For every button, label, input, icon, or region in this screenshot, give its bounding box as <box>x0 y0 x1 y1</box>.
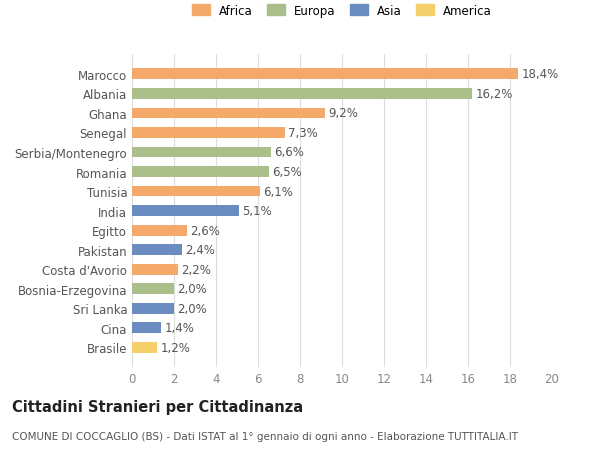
Text: 6,5%: 6,5% <box>272 166 301 179</box>
Bar <box>132 69 518 80</box>
Text: 1,4%: 1,4% <box>164 322 194 335</box>
Text: 2,2%: 2,2% <box>181 263 211 276</box>
Text: 2,4%: 2,4% <box>185 244 215 257</box>
Bar <box>132 323 161 334</box>
Bar <box>132 342 157 353</box>
Bar <box>132 89 472 100</box>
Text: 5,1%: 5,1% <box>242 205 272 218</box>
Text: 6,1%: 6,1% <box>263 185 293 198</box>
Bar <box>132 264 178 275</box>
Bar <box>132 225 187 236</box>
Bar <box>132 108 325 119</box>
Legend: Africa, Europa, Asia, America: Africa, Europa, Asia, America <box>192 5 492 18</box>
Bar <box>132 303 174 314</box>
Text: 2,0%: 2,0% <box>177 283 207 296</box>
Text: 2,6%: 2,6% <box>190 224 220 237</box>
Bar <box>132 128 286 139</box>
Text: Cittadini Stranieri per Cittadinanza: Cittadini Stranieri per Cittadinanza <box>12 399 303 414</box>
Text: 7,3%: 7,3% <box>289 127 318 140</box>
Text: 2,0%: 2,0% <box>177 302 207 315</box>
Bar <box>132 147 271 158</box>
Text: 18,4%: 18,4% <box>521 68 559 81</box>
Bar <box>132 206 239 217</box>
Text: 6,6%: 6,6% <box>274 146 304 159</box>
Bar <box>132 167 269 178</box>
Text: 16,2%: 16,2% <box>475 88 513 101</box>
Text: 9,2%: 9,2% <box>328 107 358 120</box>
Text: 1,2%: 1,2% <box>160 341 190 354</box>
Bar <box>132 186 260 197</box>
Bar <box>132 284 174 295</box>
Bar <box>132 245 182 256</box>
Text: COMUNE DI COCCAGLIO (BS) - Dati ISTAT al 1° gennaio di ogni anno - Elaborazione : COMUNE DI COCCAGLIO (BS) - Dati ISTAT al… <box>12 431 518 442</box>
